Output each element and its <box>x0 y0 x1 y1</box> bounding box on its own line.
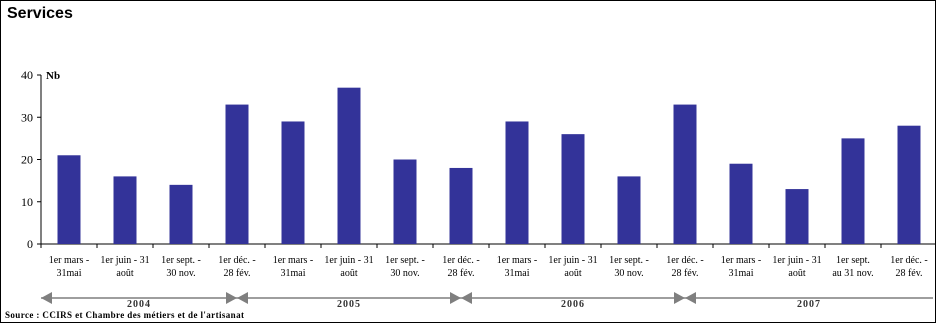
year-label: 2005 <box>337 299 361 310</box>
x-tick-label: 1er mars - <box>273 255 314 266</box>
x-tick-label: 1er déc. - <box>442 255 479 266</box>
x-tick-label: 1er déc. - <box>218 255 255 266</box>
x-tick-label: 1er mars - <box>497 255 538 266</box>
x-tick-label: août <box>116 268 133 279</box>
year-span-arrow-right <box>450 292 461 304</box>
x-tick-label: au 31 nov. <box>832 268 873 279</box>
bar <box>169 184 193 244</box>
bar <box>841 138 865 244</box>
year-span-arrow-right <box>226 292 237 304</box>
x-tick-label: 30 nov. <box>614 268 643 279</box>
year-label: 2007 <box>797 299 821 310</box>
bar <box>113 176 137 244</box>
bar <box>617 176 641 244</box>
x-tick-label: 1er sept. - <box>609 255 649 266</box>
x-tick-label: 1er juin - 31 <box>324 255 373 266</box>
x-tick-label: 31mai <box>57 268 82 279</box>
bar <box>337 87 361 244</box>
bar <box>225 104 249 244</box>
year-span-arrow-left <box>685 292 696 304</box>
source-note: Source : CCIRS et Chambre des métiers et… <box>5 310 245 320</box>
bar <box>393 159 417 244</box>
x-tick-label: août <box>564 268 581 279</box>
year-label: 2006 <box>561 299 585 310</box>
year-label: 2004 <box>127 299 151 310</box>
bar <box>729 163 753 244</box>
x-tick-label: 30 nov. <box>166 268 195 279</box>
bar <box>897 125 921 244</box>
year-span-arrow-left <box>461 292 472 304</box>
x-tick-label: 1er juin - 31 <box>100 255 149 266</box>
y-axis-label: Nb <box>46 70 60 82</box>
x-tick-label: 1er sept. - <box>161 255 201 266</box>
bar <box>505 121 529 244</box>
x-tick-label: 28 fév. <box>671 268 698 279</box>
y-tick-label: 0 <box>27 237 33 251</box>
bar <box>785 189 809 244</box>
x-tick-label: 1er déc. - <box>890 255 927 266</box>
x-tick-label: 1er sept. <box>836 255 870 266</box>
y-tick-label: 30 <box>21 110 33 124</box>
x-tick-label: 1er juin - 31 <box>548 255 597 266</box>
x-tick-label: 28 fév. <box>895 268 922 279</box>
x-tick-label: 1er mars - <box>721 255 762 266</box>
bar <box>673 104 697 244</box>
x-tick-label: 1er juin - 31 <box>772 255 821 266</box>
x-tick-label: 28 fév. <box>447 268 474 279</box>
x-tick-label: 30 nov. <box>390 268 419 279</box>
x-tick-label: 31mai <box>505 268 530 279</box>
x-tick-label: 1er déc. - <box>666 255 703 266</box>
year-span-arrow-right <box>674 292 685 304</box>
x-tick-label: 31mai <box>729 268 754 279</box>
x-tick-label: 28 fév. <box>223 268 250 279</box>
bar <box>281 121 305 244</box>
x-tick-label: 1er mars - <box>49 255 90 266</box>
y-tick-label: 20 <box>21 153 33 167</box>
chart-title: Services <box>7 5 73 22</box>
x-tick-label: 31mai <box>281 268 306 279</box>
bar <box>561 134 585 244</box>
bar <box>449 167 473 244</box>
bar <box>57 155 81 244</box>
year-span-arrow-left <box>41 292 52 304</box>
y-tick-label: 10 <box>21 195 33 209</box>
x-tick-label: août <box>340 268 357 279</box>
x-tick-label: 1er sept. - <box>385 255 425 266</box>
y-tick-label: 40 <box>21 68 33 82</box>
x-tick-label: août <box>788 268 805 279</box>
year-span-arrow-left <box>237 292 248 304</box>
